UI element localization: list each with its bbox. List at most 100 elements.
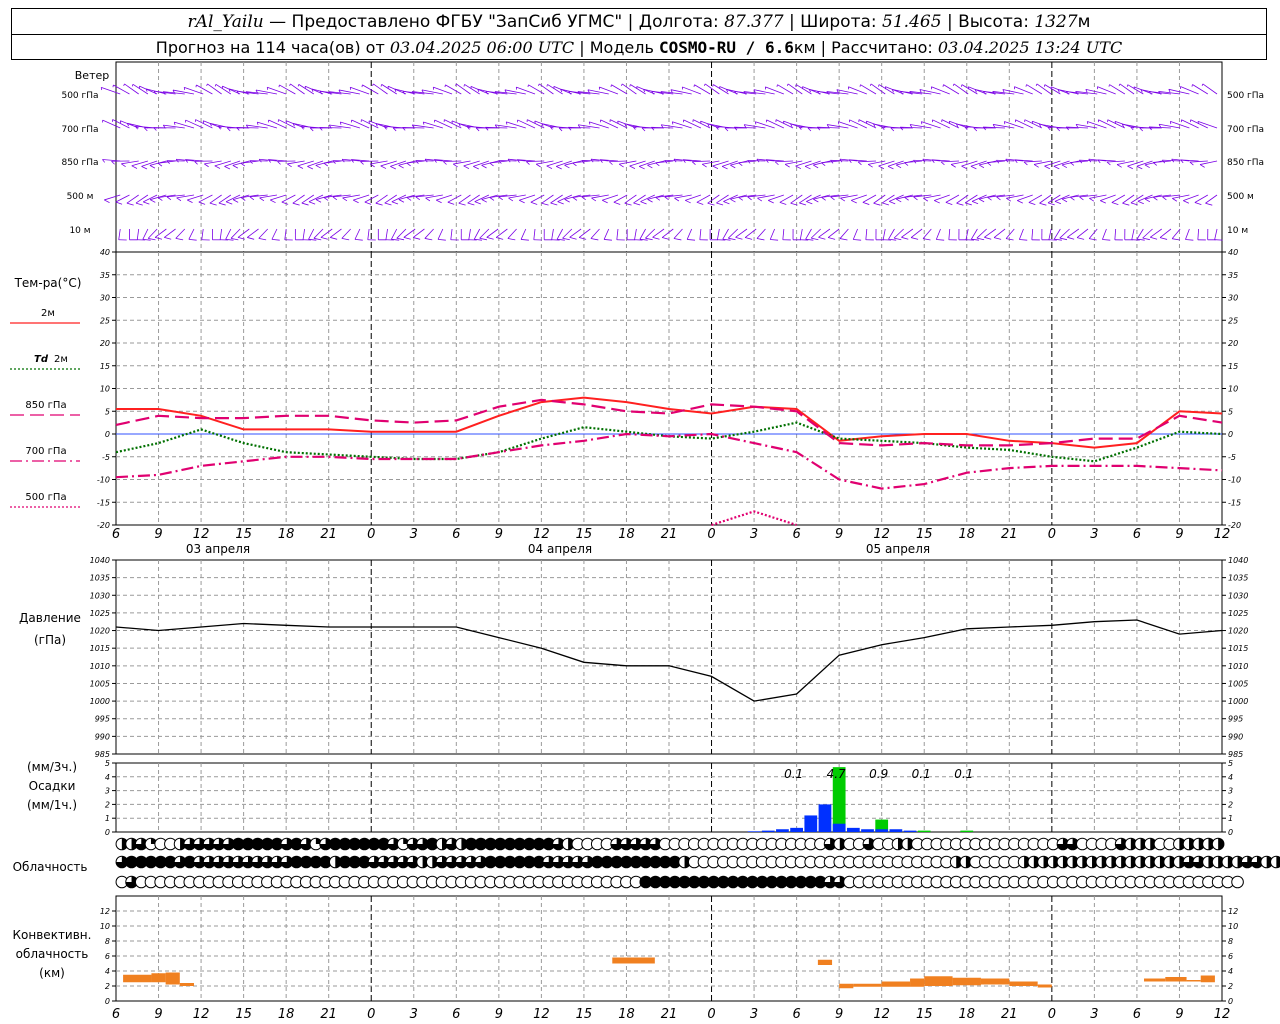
pressure-ytick-label: 995 bbox=[1228, 715, 1243, 724]
wind-barb-feather bbox=[350, 159, 354, 163]
wind-barb-feather bbox=[1130, 202, 1138, 206]
wind-barb-feather bbox=[1061, 164, 1068, 169]
cloud-symbol-fill bbox=[251, 856, 264, 868]
wind-barb bbox=[278, 119, 296, 129]
wind-barb bbox=[247, 228, 259, 238]
wind-barb-feather bbox=[1144, 164, 1150, 169]
wind-barb bbox=[1044, 84, 1061, 95]
cloud-symbol-fill bbox=[833, 876, 846, 888]
wind-barb bbox=[661, 228, 674, 238]
wind-barb bbox=[298, 84, 315, 95]
wind-barb-feather bbox=[821, 162, 826, 166]
wind-barb-feather bbox=[799, 202, 807, 206]
wind-barb bbox=[1059, 228, 1070, 239]
cloud-symbol bbox=[1056, 837, 1070, 851]
hour-tick-label: 0 bbox=[367, 527, 375, 542]
hour-tick-label: 0 bbox=[707, 527, 715, 542]
cloud-symbol-fill bbox=[378, 856, 390, 868]
convective-cloud-bar bbox=[1186, 980, 1201, 982]
cloud-symbol bbox=[455, 855, 468, 869]
precip-value-label: 0.9 bbox=[869, 767, 888, 781]
wind-barb-feather bbox=[185, 159, 188, 163]
temp-ytick-label: 0 bbox=[105, 430, 110, 439]
wind-barb bbox=[923, 194, 941, 199]
wind-barb bbox=[996, 194, 1015, 198]
wind-barb-feather bbox=[721, 165, 728, 170]
wind-barb bbox=[1017, 194, 1033, 201]
wind-barb-feather bbox=[779, 201, 787, 205]
temp-ytick-label: 25 bbox=[1228, 316, 1238, 325]
wind-barb-feather bbox=[978, 164, 985, 169]
precip-bar-1h bbox=[832, 823, 846, 832]
wind-barb-feather bbox=[481, 199, 487, 203]
wind-barb bbox=[727, 228, 739, 239]
wind-barb bbox=[115, 194, 130, 203]
wind-barb bbox=[685, 194, 702, 201]
wind-barb-feather bbox=[319, 127, 323, 131]
cloud-symbol bbox=[212, 855, 226, 869]
temp-ytick-label: -10 bbox=[97, 476, 110, 485]
wind-barb-feather bbox=[494, 91, 498, 95]
precip-ytick-label: 2 bbox=[105, 800, 110, 809]
wind-barb-feather bbox=[965, 202, 972, 206]
wind-barb-feather bbox=[443, 161, 447, 165]
wind-barb bbox=[738, 194, 757, 198]
wind-barb-feather bbox=[1194, 202, 1202, 206]
precip-bar-3h bbox=[832, 767, 846, 832]
wind-barb bbox=[1109, 84, 1126, 95]
wind-barb bbox=[519, 194, 536, 201]
wind-barb-feather bbox=[1111, 202, 1119, 206]
wind-barb-feather bbox=[323, 197, 329, 201]
wind-barb bbox=[613, 194, 628, 203]
cloud-symbol bbox=[435, 855, 449, 869]
wind-barb bbox=[172, 89, 195, 95]
wind-barb bbox=[1131, 228, 1135, 240]
wind-barb-feather bbox=[149, 199, 156, 203]
wind-barb-feather bbox=[255, 89, 258, 94]
pressure-ytick-label: 1005 bbox=[90, 679, 110, 688]
wind-barb bbox=[308, 194, 324, 203]
wind-barb-feather bbox=[1121, 123, 1125, 128]
wind-barb-feather bbox=[836, 89, 839, 93]
wind-barb-feather bbox=[144, 127, 148, 132]
wind-barb bbox=[817, 126, 840, 129]
wind-barb-feather bbox=[245, 124, 249, 129]
wind-barb-feather bbox=[342, 197, 348, 202]
wind-barb bbox=[1122, 194, 1135, 204]
header-box: rAl_Yailu — Предоставлено ФГБУ "ЗапСиб У… bbox=[11, 8, 1267, 60]
wind-barb-feather bbox=[396, 237, 405, 241]
precip-unit-1h: (мм/1ч.) bbox=[27, 798, 77, 812]
wind-barb bbox=[1136, 228, 1144, 240]
wind-barb bbox=[142, 228, 149, 240]
wind-barb bbox=[319, 90, 342, 95]
wind-barb-feather bbox=[198, 201, 206, 205]
cloud-symbol bbox=[367, 855, 381, 869]
wind-barb-feather bbox=[1006, 238, 1014, 241]
wind-barb bbox=[651, 90, 674, 95]
wind-barb-feather bbox=[629, 165, 636, 169]
wind-barb-feather bbox=[1172, 198, 1178, 202]
marks-layer: 0.1 4.7 0.9 0.1 0.1 bbox=[10, 83, 1280, 989]
wind-barb-feather bbox=[891, 89, 894, 93]
wind-barb-feather bbox=[383, 126, 387, 130]
hour-tick-label-bottom: 6 bbox=[452, 1007, 460, 1022]
wind-barb bbox=[838, 121, 858, 129]
wind-barb bbox=[1162, 194, 1181, 198]
wind-barb-feather bbox=[581, 196, 586, 201]
wind-barb-feather bbox=[828, 237, 836, 240]
wind-barb bbox=[806, 194, 821, 202]
wind-barb-feather bbox=[701, 163, 707, 168]
hour-tick-label: 18 bbox=[278, 527, 295, 542]
wind-barb bbox=[147, 228, 158, 239]
wind-barb bbox=[485, 90, 508, 95]
wind-barb-feather bbox=[733, 126, 738, 131]
wind-barb-feather bbox=[715, 126, 719, 130]
wind-barb bbox=[1180, 86, 1199, 95]
wind-barb bbox=[683, 159, 701, 162]
wind-barb-feather bbox=[691, 161, 696, 165]
wind-barb-feather bbox=[289, 83, 291, 87]
wind-barb bbox=[987, 160, 1006, 163]
wind-barb-feather bbox=[424, 158, 428, 163]
cloud-symbol bbox=[1211, 837, 1225, 851]
wind-barb bbox=[976, 228, 987, 239]
